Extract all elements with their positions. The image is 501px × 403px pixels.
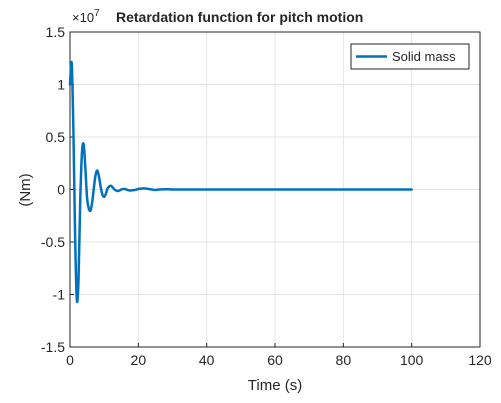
x-tick-label: 0: [66, 352, 74, 368]
y-tick-label: 1.5: [46, 24, 66, 40]
x-tick-label: 40: [199, 352, 215, 368]
exponent-power: 7: [94, 8, 100, 19]
legend: Solid mass: [350, 43, 470, 70]
y-tick-label: -1.5: [41, 339, 65, 355]
y-tick-label: 0.5: [46, 129, 66, 145]
x-tick-label: 120: [468, 352, 492, 368]
y-tick-label: -0.5: [41, 234, 65, 250]
y-ticks: -1.5 -1 -0.5 0 0.5 1 1.5: [41, 24, 74, 355]
legend-label-solid-mass: Solid mass: [392, 49, 456, 64]
x-ticks: 0 20 40 60 80 100 120: [66, 343, 492, 368]
y-tick-label: 1: [57, 77, 65, 93]
exponent-base: ×10: [72, 10, 94, 25]
chart-title: Retardation function for pitch motion: [116, 9, 363, 25]
series-layer: [68, 60, 413, 304]
x-axis-label: Time (s): [248, 377, 302, 394]
x-tick-label: 80: [336, 352, 352, 368]
y-tick-label: -1: [53, 287, 66, 303]
x-tick-label: 20: [131, 352, 147, 368]
y-axis-label: (Nm): [17, 173, 34, 206]
x-tick-label: 60: [267, 352, 283, 368]
y-tick-label: 0: [57, 182, 65, 198]
x-tick-label: 100: [400, 352, 424, 368]
series-line-solid-mass: [68, 60, 413, 304]
y-axis-exponent: ×107: [72, 8, 100, 25]
